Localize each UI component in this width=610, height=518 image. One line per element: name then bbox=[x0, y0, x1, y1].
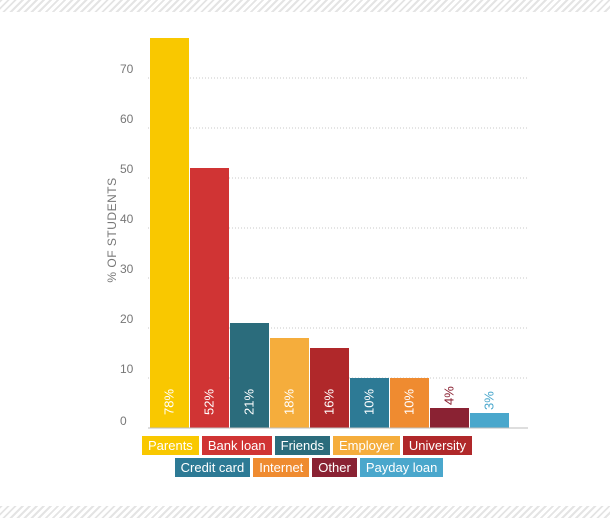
data-label: 4% bbox=[442, 386, 457, 405]
legend-item-university: University bbox=[402, 436, 472, 455]
bar-payday-loan bbox=[470, 413, 509, 428]
bar-bank-loan bbox=[190, 168, 229, 428]
bar-internet bbox=[390, 378, 429, 428]
data-label: 16% bbox=[322, 389, 337, 415]
y-tick-label: 30 bbox=[120, 262, 134, 276]
data-label: 10% bbox=[362, 389, 377, 415]
bar-credit-card bbox=[350, 378, 389, 428]
legend-item-other: Other bbox=[312, 458, 357, 477]
data-label: 18% bbox=[282, 389, 297, 415]
bars: 78% 52% 21% 18% 16% 10% 10% 4% 3% bbox=[150, 38, 509, 428]
bar-parents bbox=[150, 38, 189, 428]
bar-friends bbox=[230, 323, 269, 428]
y-axis-ticks: 0 10 20 30 40 50 60 70 bbox=[120, 62, 134, 428]
legend-item-credit-card: Credit card bbox=[174, 458, 251, 477]
data-label: 3% bbox=[482, 391, 497, 410]
y-axis-label: % OF STUDENTS bbox=[105, 177, 119, 282]
legend-item-friends: Friends bbox=[274, 436, 330, 455]
legend-row-1: Parents Bank loan Friends Employer Universit… bbox=[2, 436, 610, 455]
data-label: 52% bbox=[202, 389, 217, 415]
y-tick-label: 70 bbox=[120, 62, 134, 76]
data-label: 10% bbox=[402, 389, 417, 415]
legend-item-bank-loan: Bank loan bbox=[201, 436, 272, 455]
data-label: 21% bbox=[242, 389, 257, 415]
y-tick-label: 10 bbox=[120, 362, 134, 376]
legend-item-employer: Employer bbox=[333, 436, 400, 455]
bottom-stripe-border bbox=[0, 506, 610, 518]
y-tick-label: 0 bbox=[120, 414, 127, 428]
bar-other bbox=[430, 408, 469, 428]
bar-university bbox=[310, 348, 349, 428]
top-stripe-border bbox=[0, 0, 610, 12]
y-tick-label: 40 bbox=[120, 212, 134, 226]
legend-item-payday-loan: Payday loan bbox=[359, 458, 444, 477]
y-tick-label: 60 bbox=[120, 112, 134, 126]
legend-row-2: Credit card Internet Other Payday loan bbox=[4, 458, 610, 477]
y-tick-label: 50 bbox=[120, 162, 134, 176]
legend-item-internet: Internet bbox=[253, 458, 310, 477]
legend-item-parents: Parents bbox=[142, 436, 199, 455]
bar-employer bbox=[270, 338, 309, 428]
data-label: 78% bbox=[162, 389, 177, 415]
y-tick-label: 20 bbox=[120, 312, 134, 326]
